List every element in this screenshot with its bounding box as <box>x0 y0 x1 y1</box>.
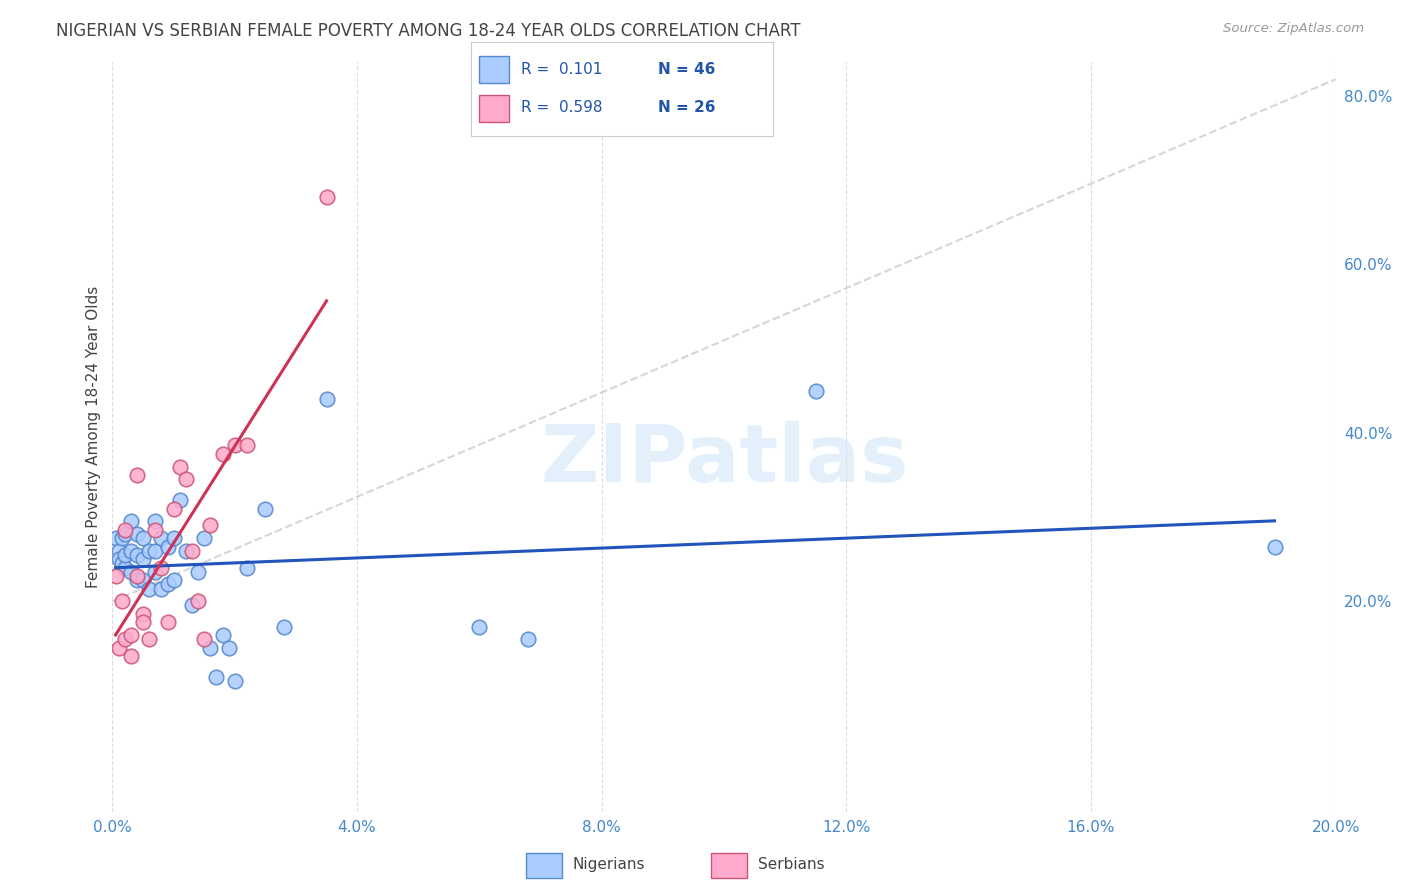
Point <box>138 582 160 596</box>
Point <box>120 514 142 528</box>
Text: ZIPatlas: ZIPatlas <box>540 420 908 499</box>
Point <box>107 552 129 566</box>
Point <box>187 594 209 608</box>
Point <box>111 557 134 571</box>
Bar <box>526 853 561 878</box>
Point <box>125 548 148 562</box>
Y-axis label: Female Poverty Among 18-24 Year Olds: Female Poverty Among 18-24 Year Olds <box>86 286 101 588</box>
Point <box>315 190 337 204</box>
Point <box>125 569 148 583</box>
Point <box>315 392 337 407</box>
Point <box>120 628 142 642</box>
Text: Nigerians: Nigerians <box>572 856 645 871</box>
Point <box>114 632 136 647</box>
Point <box>138 632 160 647</box>
Point <box>111 531 134 545</box>
Point <box>107 640 129 655</box>
Point <box>114 560 136 574</box>
Point <box>125 527 148 541</box>
Point <box>132 552 155 566</box>
Point <box>224 438 246 452</box>
Point <box>132 615 155 630</box>
Bar <box>478 95 509 121</box>
Point <box>187 565 209 579</box>
Point <box>125 467 148 482</box>
Point <box>150 582 173 596</box>
Point <box>114 523 136 537</box>
Text: Source: ZipAtlas.com: Source: ZipAtlas.com <box>1223 22 1364 36</box>
Point <box>218 640 240 655</box>
Text: N = 46: N = 46 <box>658 62 716 77</box>
Point <box>200 640 222 655</box>
Point <box>156 615 179 630</box>
Point <box>111 594 134 608</box>
Point <box>104 569 127 583</box>
Text: NIGERIAN VS SERBIAN FEMALE POVERTY AMONG 18-24 YEAR OLDS CORRELATION CHART: NIGERIAN VS SERBIAN FEMALE POVERTY AMONG… <box>56 22 801 40</box>
Point <box>114 548 136 562</box>
Text: R =  0.101: R = 0.101 <box>520 62 602 77</box>
Point <box>193 531 215 545</box>
Point <box>143 523 166 537</box>
Point <box>236 560 259 574</box>
Point <box>143 565 166 579</box>
Point <box>1264 540 1286 554</box>
Text: N = 26: N = 26 <box>658 101 716 115</box>
Point <box>120 543 142 558</box>
Point <box>120 648 142 663</box>
Point <box>114 527 136 541</box>
Point <box>273 619 295 633</box>
Point <box>143 514 166 528</box>
Point <box>163 531 186 545</box>
Text: R =  0.598: R = 0.598 <box>520 101 602 115</box>
Point <box>138 543 160 558</box>
Point <box>181 543 204 558</box>
Point <box>132 531 155 545</box>
Point <box>211 447 233 461</box>
Point <box>174 543 197 558</box>
Point <box>143 543 166 558</box>
Point <box>200 518 222 533</box>
Point <box>468 619 491 633</box>
Point <box>236 438 259 452</box>
Point <box>517 632 540 647</box>
Point <box>163 501 186 516</box>
Point <box>804 384 827 398</box>
Point <box>120 565 142 579</box>
Point <box>104 531 127 545</box>
Point <box>174 472 197 486</box>
Point <box>211 628 233 642</box>
Point <box>150 531 173 545</box>
Point <box>150 560 173 574</box>
Bar <box>478 56 509 83</box>
Point <box>132 573 155 587</box>
Point <box>224 674 246 689</box>
Point <box>125 573 148 587</box>
Point <box>156 540 179 554</box>
Point <box>132 607 155 621</box>
Point <box>181 599 204 613</box>
Bar <box>711 853 748 878</box>
Point <box>169 459 191 474</box>
Text: Serbians: Serbians <box>758 856 824 871</box>
Point <box>193 632 215 647</box>
Point <box>254 501 277 516</box>
Point <box>156 577 179 591</box>
Point <box>107 543 129 558</box>
Point <box>163 573 186 587</box>
Point <box>169 493 191 508</box>
Point <box>205 670 228 684</box>
